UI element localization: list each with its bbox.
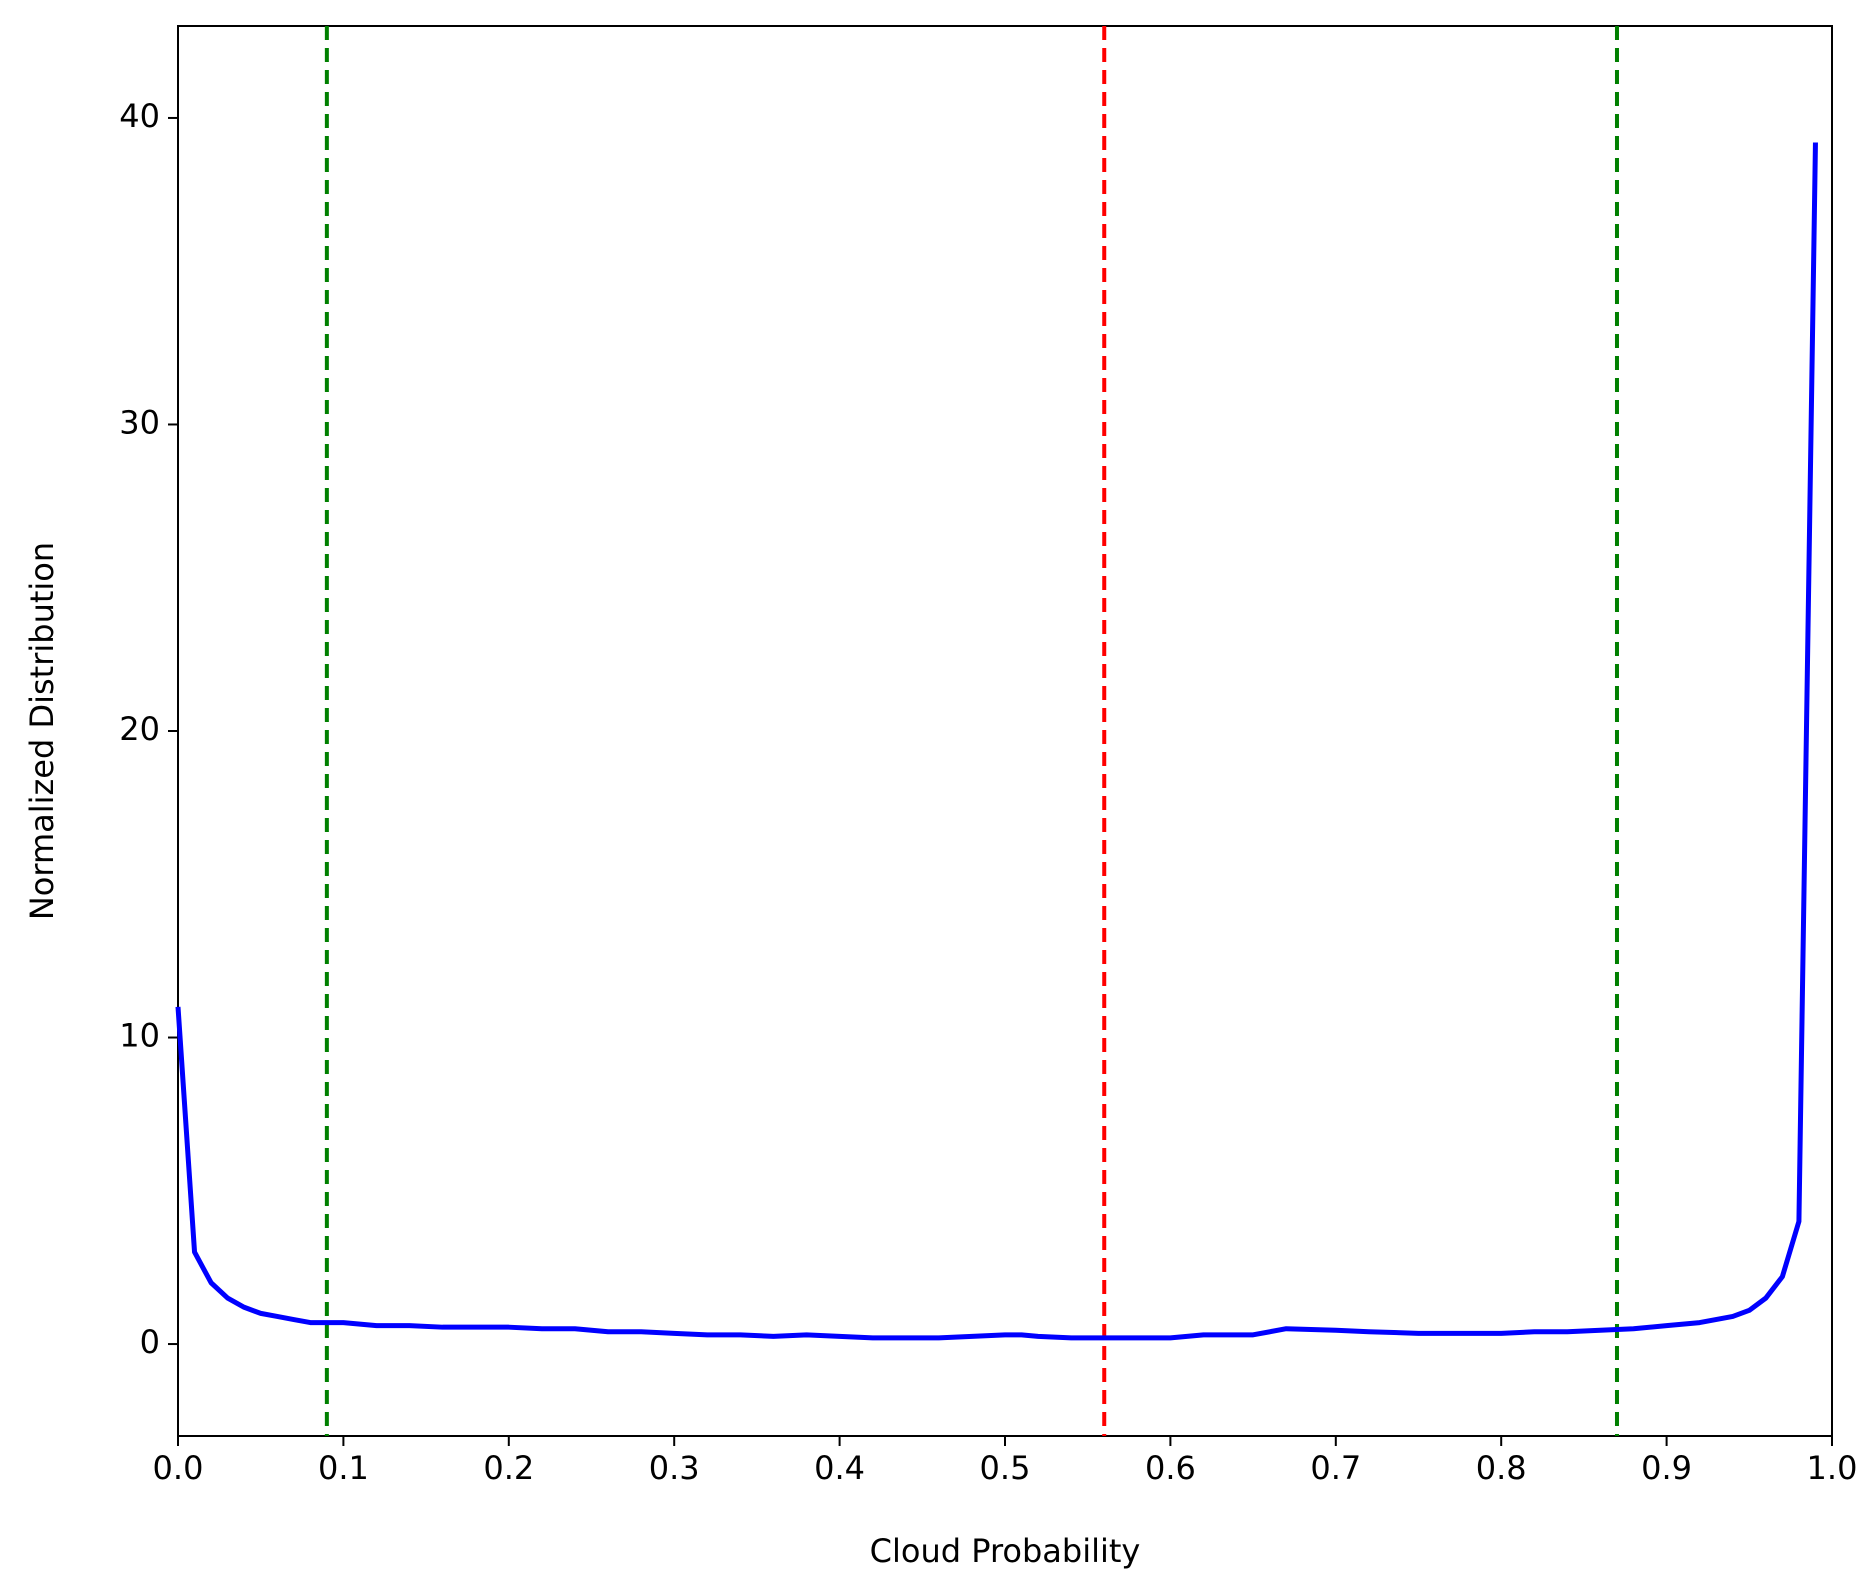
x-tick-label: 0.6 [1145,1449,1196,1487]
y-axis-label: Normalized Distribution [23,542,61,920]
x-tick-label: 0.2 [483,1449,534,1487]
x-tick-label: 0.7 [1310,1449,1361,1487]
y-tick-label: 20 [119,710,160,748]
x-tick-label: 0.4 [814,1449,865,1487]
y-tick-label: 10 [119,1017,160,1055]
y-tick-label: 0 [140,1323,160,1361]
x-axis-label: Cloud Probability [870,1532,1141,1570]
x-tick-label: 0.0 [153,1449,204,1487]
data-line [175,142,1818,1341]
x-tick-label: 0.3 [649,1449,700,1487]
x-tick-label: 0.8 [1476,1449,1527,1487]
y-tick-label: 30 [119,403,160,441]
x-tick-label: 1.0 [1807,1449,1858,1487]
plot-frame [177,25,1833,1437]
x-tick-label: 0.5 [980,1449,1031,1487]
x-tick-label: 0.9 [1641,1449,1692,1487]
y-tick-label: 40 [119,97,160,135]
x-tick-label: 0.1 [318,1449,369,1487]
